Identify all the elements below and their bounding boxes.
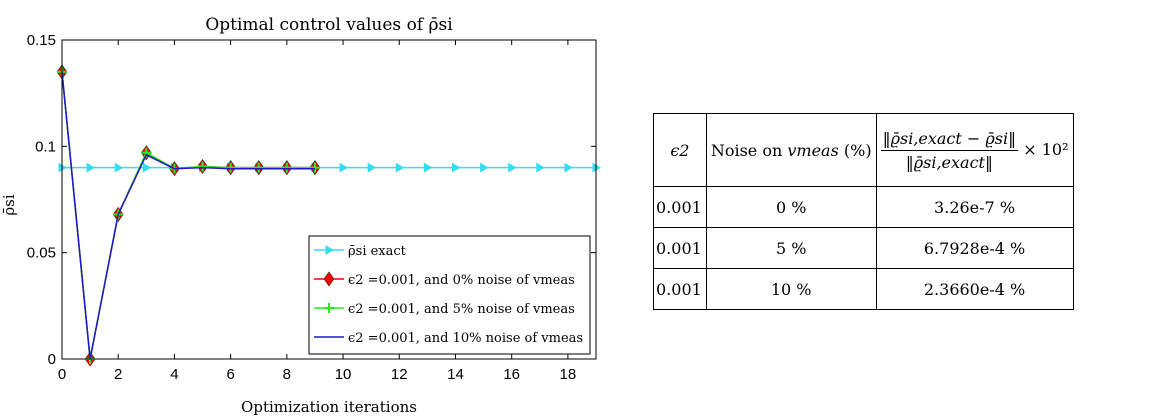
y-tick-label: 0.15: [27, 32, 56, 49]
table-header-row: ϵ2 Noise on vmeas (%) ‖ϱ̄si,exact − ϱ̄si…: [654, 114, 1074, 187]
data-point: [537, 164, 544, 172]
cell-noise: 10 %: [706, 269, 876, 310]
x-tick-label: 14: [447, 366, 464, 383]
header-epsilon: ϵ2: [654, 114, 707, 187]
y-tick-label: 0: [48, 351, 56, 368]
series-line: [62, 72, 315, 359]
chart-title: Optimal control values of ρ̄si: [205, 15, 453, 35]
data-point: [424, 164, 431, 172]
legend-entry: ϵ2 =0.001, and 0% noise of vmeas: [314, 272, 575, 288]
legend-entry: ϵ2 =0.001, and 10% noise of vmeas: [314, 331, 583, 346]
series-path: [62, 72, 315, 359]
series-path: [62, 72, 315, 359]
header-relative-error: ‖ϱ̄si,exact − ϱ̄si‖ ‖ϱ̄si,exact‖ × 10²: [876, 114, 1073, 187]
x-tick-label: 12: [391, 366, 408, 383]
cell-error: 6.7928e-4 %: [876, 228, 1073, 269]
x-axis-label: Optimization iterations: [241, 398, 417, 416]
series-line: [57, 67, 320, 364]
series-line: [57, 65, 320, 366]
error-fraction: ‖ϱ̄si,exact − ϱ̄si‖ ‖ϱ̄si,exact‖: [881, 129, 1019, 172]
legend-label: ϵ2 =0.001, and 5% noise of vmeas: [348, 302, 575, 317]
series-path: [62, 72, 315, 359]
x-tick-label: 4: [170, 366, 178, 383]
cell-error: 2.3660e-4 %: [876, 269, 1073, 310]
x-tick-label: 16: [503, 366, 520, 383]
legend-entry: ϵ2 =0.001, and 5% noise of vmeas: [314, 302, 575, 317]
error-table: ϵ2 Noise on vmeas (%) ‖ϱ̄si,exact − ϱ̄si…: [653, 113, 1074, 310]
cell-noise: 5 %: [706, 228, 876, 269]
cell-noise: 0 %: [706, 187, 876, 228]
y-axis-label: ρ̄si: [0, 194, 18, 216]
cell-error: 3.26e-7 %: [876, 187, 1073, 228]
x-tick-label: 8: [283, 366, 291, 383]
legend: ρ̄si exact ϵ2 =0.001, and 0% noise of vme…: [309, 236, 590, 354]
table-row: 0.001 0 % 3.26e-7 %: [654, 187, 1074, 228]
x-tick-label: 6: [226, 366, 234, 383]
header-noise: Noise on vmeas (%): [706, 114, 876, 187]
legend-label: ϵ2 =0.001, and 0% noise of vmeas: [348, 273, 575, 288]
cell-epsilon: 0.001: [654, 187, 707, 228]
data-point: [143, 164, 150, 172]
x-tick-label: 10: [335, 366, 352, 383]
data-point: [396, 164, 403, 172]
data-point: [115, 164, 122, 172]
cell-epsilon: 0.001: [654, 269, 707, 310]
line-chart: 0 2 4 6 8 10 12 14 16 18 0 0.05 0.1 0.15 Optimal cont…: [0, 0, 640, 418]
data-point: [481, 164, 488, 172]
cell-epsilon: 0.001: [654, 228, 707, 269]
data-point: [340, 164, 347, 172]
table-row: 0.001 5 % 6.7928e-4 %: [654, 228, 1074, 269]
y-tick-label: 0.1: [35, 138, 56, 155]
table-row: 0.001 10 % 2.3660e-4 %: [654, 269, 1074, 310]
data-point: [452, 164, 459, 172]
data-point: [565, 164, 572, 172]
data-point: [368, 164, 375, 172]
legend-label: ρ̄si exact: [348, 244, 407, 259]
data-point: [509, 164, 516, 172]
legend-label: ϵ2 =0.001, and 10% noise of vmeas: [348, 331, 583, 346]
data-point: [87, 164, 94, 172]
y-tick-label: 0.05: [27, 245, 56, 262]
x-tick-label: 2: [114, 366, 122, 383]
x-tick-label: 0: [58, 366, 66, 383]
x-tick-label: 18: [560, 366, 577, 383]
